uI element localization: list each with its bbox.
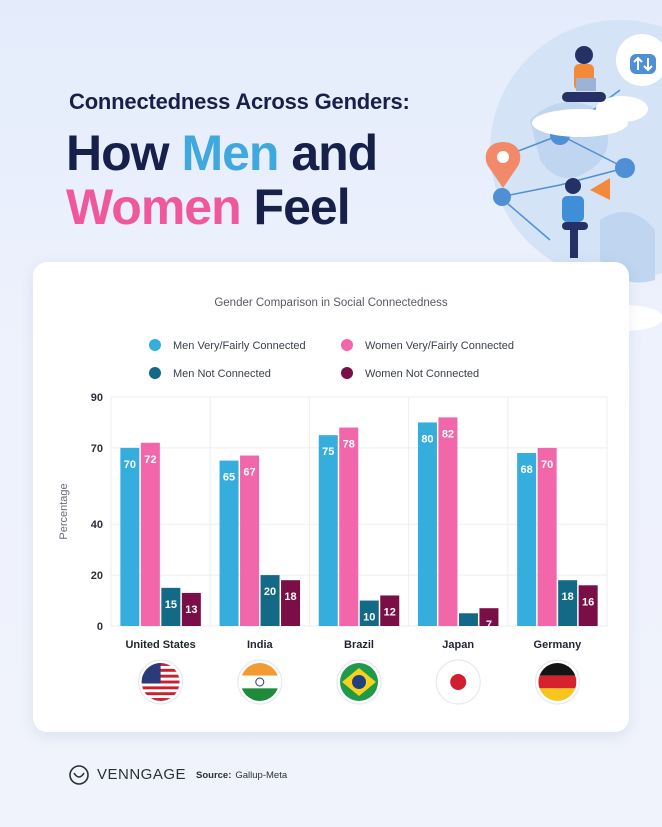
bar (537, 447, 557, 626)
bar-value-label: 18 (284, 591, 296, 603)
title-part-feel: Feel (240, 179, 351, 235)
x-tick-label: Brazil (344, 639, 374, 651)
bar (318, 435, 338, 626)
bar-value-label: 5 (465, 624, 471, 636)
x-tick-label: India (247, 639, 274, 651)
india-flag-icon (240, 663, 279, 701)
title-word-women: Women (66, 179, 242, 235)
source-label: Source: (196, 770, 232, 781)
japan-flag-icon (439, 663, 478, 701)
infographic-title: How Men and Women Feel (66, 125, 378, 235)
brand-name: VENNGAGE (97, 766, 187, 783)
venngage-logo-icon (69, 765, 89, 785)
bar (578, 585, 598, 626)
legend-label: Women Not Connected (365, 368, 479, 380)
legend-swatch (341, 339, 353, 351)
x-tick-label: Germany (534, 639, 583, 651)
bar (120, 447, 140, 626)
legend-swatch (149, 367, 161, 379)
bar-value-label: 78 (343, 439, 355, 451)
bar (161, 587, 181, 626)
y-axis-label: Percentage (58, 483, 70, 539)
bar (479, 608, 499, 626)
bar-value-label: 13 (185, 604, 197, 616)
cloud-sync-icon (616, 34, 662, 86)
legend-swatch (149, 339, 161, 351)
legend-label: Men Not Connected (173, 368, 271, 380)
bar-value-label: 10 (363, 612, 375, 624)
bar (380, 595, 400, 626)
title-part-how: How (66, 125, 182, 181)
globe-illustration (485, 20, 662, 331)
y-tick-label: 20 (91, 570, 103, 582)
bar (417, 422, 437, 626)
bar-value-label: 15 (165, 599, 177, 611)
source-note: Source: Gallup-Meta (196, 770, 287, 781)
bar (438, 417, 458, 626)
bar-value-label: 70 (541, 459, 553, 471)
legend-swatch (341, 367, 353, 379)
bar (281, 580, 301, 626)
x-tick-label: United States (125, 639, 195, 651)
infographic-subtitle: Connectedness Across Genders: (69, 89, 410, 114)
germany-flag-icon (538, 663, 577, 701)
bar-value-label: 72 (144, 454, 156, 466)
bar (517, 452, 537, 626)
bar-value-label: 18 (562, 591, 574, 603)
bar-value-label: 68 (521, 464, 533, 476)
source-value: Gallup-Meta (235, 770, 288, 781)
legend-label: Women Very/Fairly Connected (365, 340, 514, 352)
y-tick-label: 0 (97, 621, 103, 633)
x-tick-label: Japan (442, 639, 474, 651)
bar-value-label: 75 (322, 446, 334, 458)
bar (359, 600, 379, 626)
bar-value-label: 70 (124, 459, 136, 471)
bar-value-label: 82 (442, 428, 454, 440)
title-part-and: and (278, 125, 378, 181)
y-tick-label: 70 (91, 443, 103, 455)
y-tick-label: 40 (91, 519, 103, 531)
brazil-flag-icon (340, 663, 378, 701)
bar (339, 427, 359, 626)
bar (240, 455, 260, 626)
us-flag-icon (141, 663, 180, 701)
y-tick-label: 90 (91, 392, 103, 404)
bar-value-label: 20 (264, 586, 276, 598)
location-pin-icon (485, 142, 521, 188)
bar (260, 575, 280, 626)
bar-value-label: 12 (384, 606, 396, 618)
bar-value-label: 67 (243, 467, 255, 479)
bar-value-label: 80 (421, 433, 433, 445)
person-laptop-icon (562, 46, 606, 102)
bar (219, 460, 239, 626)
bar-chart: Gender Comparison in Social Connectednes… (58, 297, 608, 705)
bar (140, 442, 160, 626)
bar-value-label: 65 (223, 472, 235, 484)
bar (458, 613, 478, 626)
bar-value-label: 7 (486, 619, 492, 631)
bar (558, 580, 578, 626)
chart-card: Gender Comparison in Social Connectednes… (33, 262, 629, 732)
chart-title: Gender Comparison in Social Connectednes… (214, 297, 448, 309)
bar-value-label: 16 (582, 596, 594, 608)
legend-label: Men Very/Fairly Connected (173, 340, 306, 352)
bar (181, 592, 201, 626)
person-megaphone-icon (562, 178, 610, 258)
title-word-men: Men (181, 125, 279, 181)
